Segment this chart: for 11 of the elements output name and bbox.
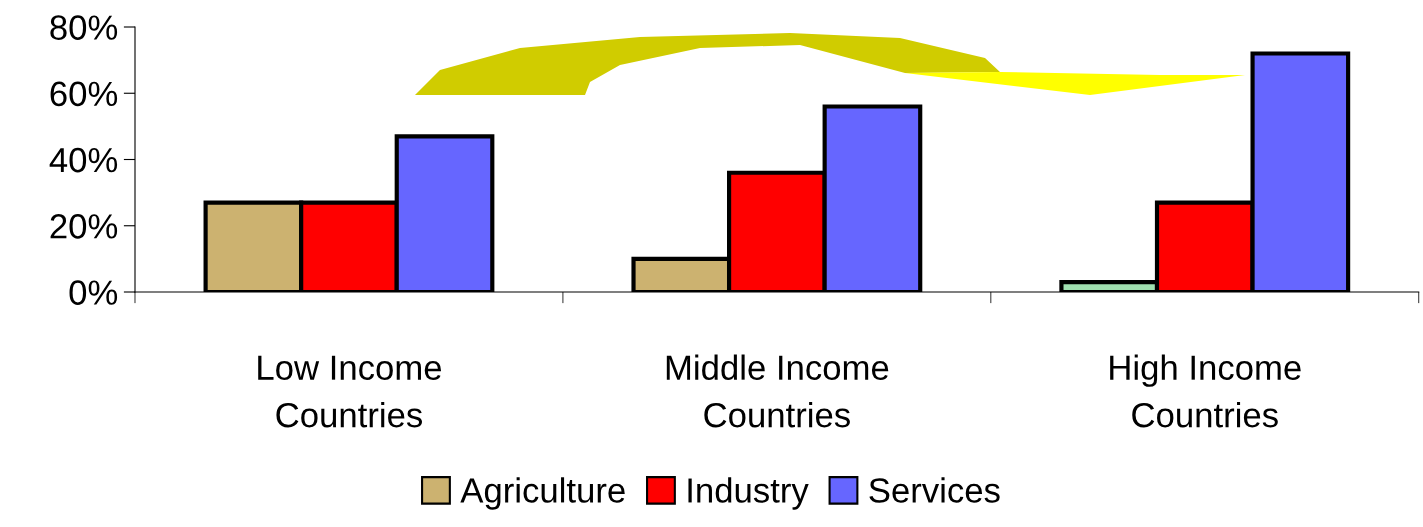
legend-label: Services: [869, 477, 1000, 503]
legend-label: Agriculture: [460, 477, 625, 510]
y-tick-label: 80%: [50, 15, 118, 40]
y-tick-label: 0%: [69, 280, 118, 305]
y-tick-label: 20%: [50, 214, 118, 239]
legend-label: Industry: [688, 477, 809, 510]
x-tick-label: High Income Countries: [1110, 354, 1301, 428]
y-tick-label: 60%: [50, 81, 118, 107]
x-tick-label: Middle Income Countries: [666, 354, 889, 428]
y-tick-label: 40%: [49, 147, 118, 173]
x-tick-label: Low Income Countries: [258, 355, 442, 428]
